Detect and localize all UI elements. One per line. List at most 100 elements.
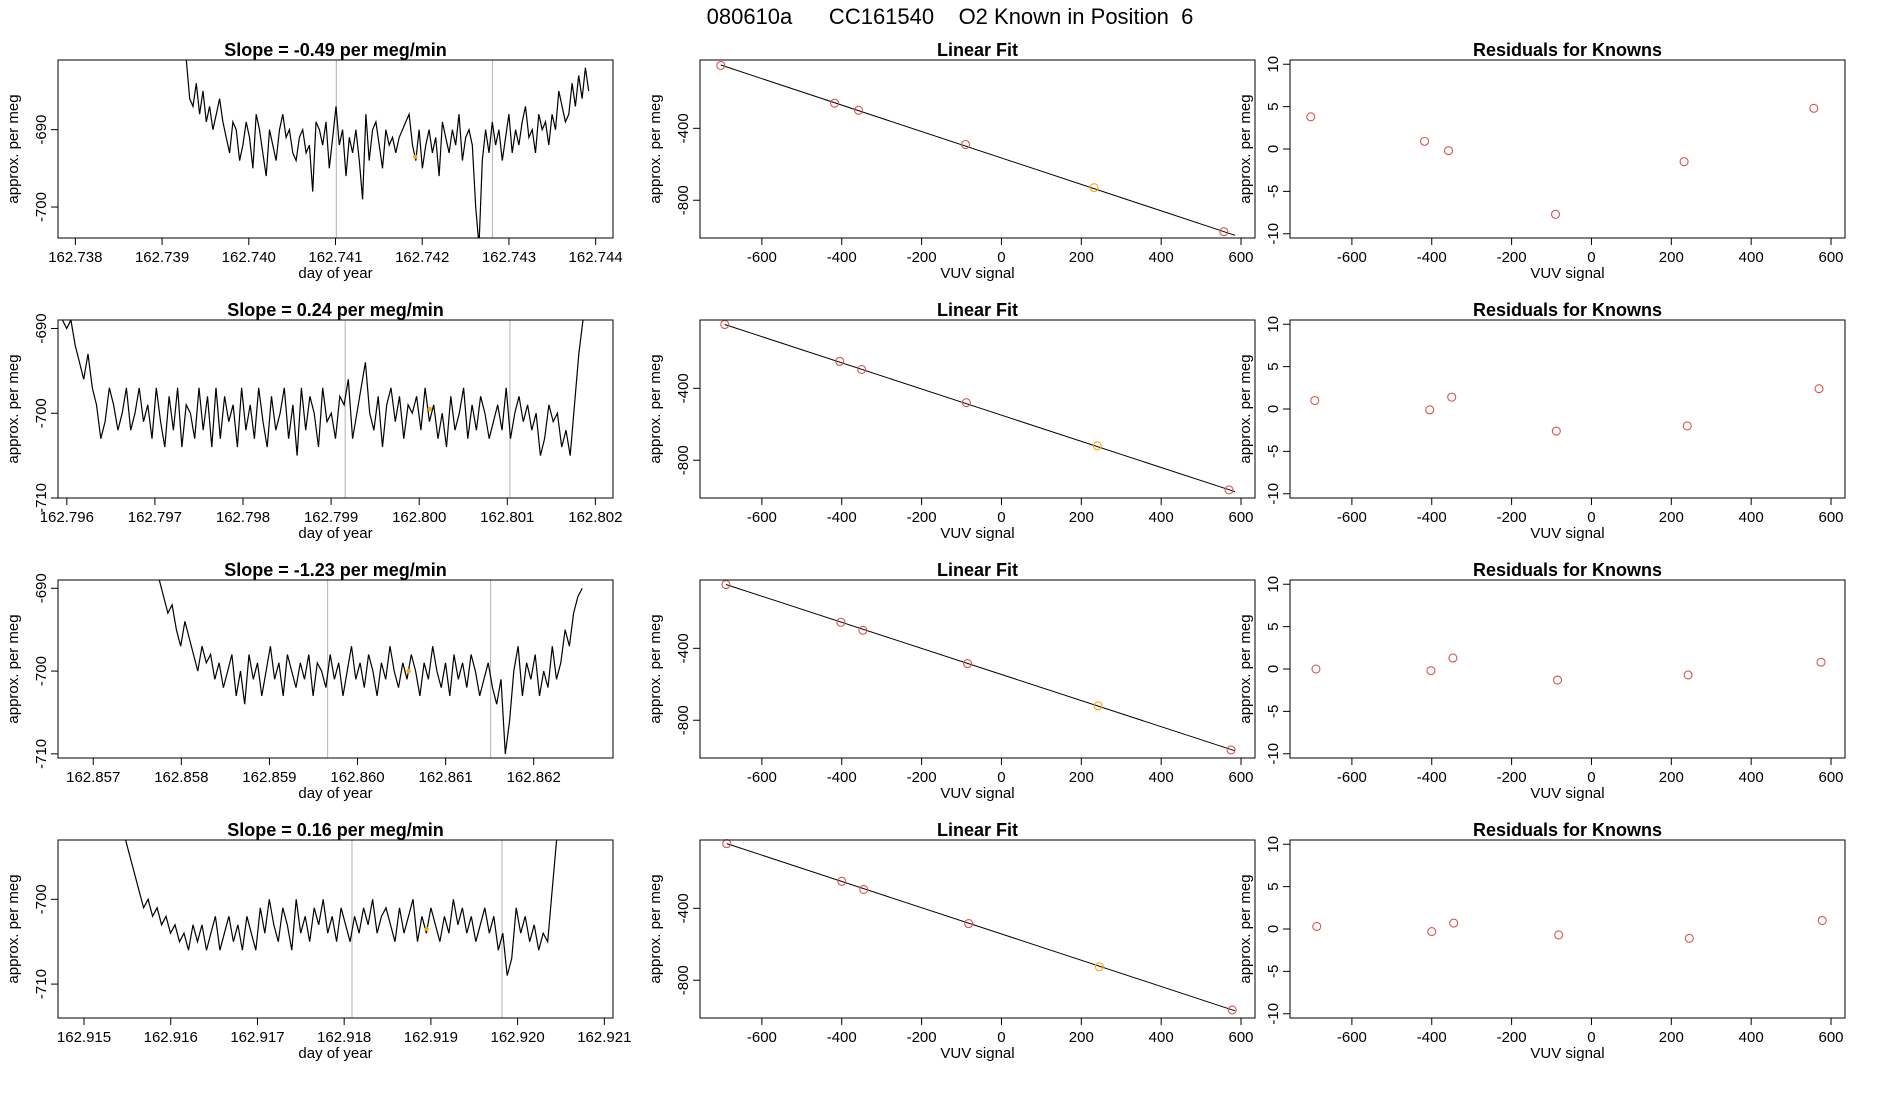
panel-r4-c3-frame xyxy=(1289,839,1846,1019)
panel-r3-c2-xtick-label-1: -600 xyxy=(747,769,777,786)
panel-r2-c3-xtick-label-6: 400 xyxy=(1739,509,1764,526)
panel-r1-c1-xtick-label-6: 162.743 xyxy=(482,249,536,266)
panel-r2-c1-title: Slope = 0.24 per meg/min xyxy=(227,300,444,320)
panel-r4-c2-fit-line xyxy=(726,843,1236,1012)
panel-r3-c1-frame xyxy=(57,579,614,759)
panel-r1-c1-title: Slope = -0.49 per meg/min xyxy=(224,40,447,60)
panel-r3-c3-point-5 xyxy=(1683,670,1693,680)
panel-r1-c2-xtick-label-1: -600 xyxy=(747,249,777,266)
panel-r2-c2-xtick-label-1: -600 xyxy=(747,509,777,526)
panel-r3-c2-point-6 xyxy=(1226,745,1236,755)
panel-r3-c1-xtick-label-5: 162.861 xyxy=(419,769,473,786)
panel-r3-c1-ylabel: approx. per meg xyxy=(5,614,22,723)
panel-r4-c2-point-3 xyxy=(859,884,869,894)
panel-r4-c3-point-1 xyxy=(1312,921,1322,932)
panel-r4-c1-xtick-label-7: 162.921 xyxy=(577,1029,631,1046)
panel-r3-c1-xtick-label-1: 162.857 xyxy=(66,769,120,786)
panel-r2-c2-xtick-label-4: 0 xyxy=(997,509,1005,526)
panel-r1-c2-point-4 xyxy=(960,139,971,150)
panel-r3-c2-ytick-label-1: -400 xyxy=(675,633,692,663)
panel-r1-c2-frame xyxy=(699,59,1256,239)
panel-r4-c2-point-4 xyxy=(964,919,974,929)
panel-r3-c2-xtick-label-6: 400 xyxy=(1149,769,1174,786)
panel-r2-c2-fit-line xyxy=(724,324,1236,493)
panel-r2-c2-xlabel: VUV signal xyxy=(940,525,1014,542)
panel-r2-c3-point-6 xyxy=(1814,384,1824,394)
panel-r4-c2-point-2 xyxy=(837,876,847,886)
panel-r1-c2-ytick-label-1: -400 xyxy=(675,113,692,143)
panel-r1-c3-point-1 xyxy=(1306,112,1316,122)
panel-r3-c2-xlabel: VUV signal xyxy=(940,785,1014,802)
panel-r2-c3-xtick-label-5: 200 xyxy=(1659,509,1684,526)
panel-r2-c3-title: Residuals for Knowns xyxy=(1473,300,1662,320)
panel-r3-c3-ytick-label-1: 10 xyxy=(1265,576,1282,593)
panel-r2-c1-xtick-label-4: 162.799 xyxy=(304,509,358,526)
panel-r2-c3-ylabel: approx. per meg xyxy=(1237,354,1254,463)
panel-r1-c2-point-5 xyxy=(1089,183,1099,193)
panel-r3-c2-point-3 xyxy=(858,625,868,635)
panel-r4-c2-ytick-label-1: -400 xyxy=(675,893,692,923)
panel-r1-c3-xtick-label-6: 400 xyxy=(1739,249,1764,266)
panel-r4-c1-xtick-label-5: 162.919 xyxy=(404,1029,458,1046)
panel-r3-c3-ytick-label-5: -10 xyxy=(1265,743,1282,765)
panel-r2-c2-ytick-label-1: -400 xyxy=(675,373,692,403)
panel-r4-c3-point-6 xyxy=(1817,915,1827,926)
panel-r3-c3-point-2 xyxy=(1426,666,1436,676)
panel-r1-c3-point-5 xyxy=(1679,157,1689,167)
panel-r4-c1-title: Slope = 0.16 per meg/min xyxy=(227,820,444,840)
panel-r1-c2-xtick-label-7: 600 xyxy=(1229,249,1254,266)
panel-r3-c1-highlight-point xyxy=(406,668,411,674)
panel-r3-c3-point-1 xyxy=(1311,664,1321,674)
panel-r1-c2-point-2 xyxy=(830,98,840,108)
panel-r3-c3-xlabel: VUV signal xyxy=(1530,785,1604,802)
panel-r1-c3-point-2 xyxy=(1420,136,1430,146)
panel-r4-c1-xtick-label-3: 162.917 xyxy=(230,1029,284,1046)
panel-r4-c3-ylabel: approx. per meg xyxy=(1237,874,1254,983)
panel-r2-c1-ytick-label-2: -700 xyxy=(33,398,50,428)
panel-r2-c1-ytick-label-1: -690 xyxy=(33,313,50,343)
panel-r1-c1-xtick-label-3: 162.740 xyxy=(222,249,276,266)
panel-r4-c3-xtick-label-3: -200 xyxy=(1497,1029,1527,1046)
panel-r1-c3-xtick-label-5: 200 xyxy=(1659,249,1684,266)
panel-r2-c3-xtick-label-1: -600 xyxy=(1337,509,1367,526)
panel-r4-c3-point-5 xyxy=(1684,933,1694,943)
panel-r4-c2-ylabel: approx. per meg xyxy=(647,874,664,983)
panel-r4-c3-xtick-label-4: 0 xyxy=(1587,1029,1595,1046)
panel-r3-c1-ytick-label-3: -710 xyxy=(33,739,50,769)
panel-r2-c3-xtick-label-4: 0 xyxy=(1587,509,1595,526)
panel-r2-c1-xtick-label-6: 162.801 xyxy=(480,509,534,526)
panel-r1-c3-ylabel: approx. per meg xyxy=(1237,94,1254,203)
panel-r1-c2-ytick-label-2: -800 xyxy=(675,185,692,215)
panel-r4-c2-frame xyxy=(699,839,1256,1019)
panel-r2-c2-xtick-label-3: -200 xyxy=(907,509,937,526)
panel-r4-c2-point-6 xyxy=(1227,1005,1237,1015)
panel-r3-c2-point-2 xyxy=(836,617,846,627)
panel-r4-c1-xtick-label-2: 162.916 xyxy=(144,1029,198,1046)
panel-r3-c3-ytick-label-4: -5 xyxy=(1265,705,1282,718)
panel-r3-c2-xtick-label-7: 600 xyxy=(1229,769,1254,786)
panel-r4-c1-xlabel: day of year xyxy=(298,1045,372,1062)
panel-r1-c1-series-line xyxy=(185,60,590,238)
panel-r2-c3-ytick-label-4: -5 xyxy=(1265,445,1282,458)
panel-r2-c1-ytick-label-3: -710 xyxy=(33,483,50,513)
panel-r4-c1-series-line xyxy=(125,840,558,976)
panel-r2-c3-xtick-label-3: -200 xyxy=(1497,509,1527,526)
panel-r1-c3-ytick-label-2: 5 xyxy=(1265,102,1282,110)
panel-r4-c2-xtick-label-6: 400 xyxy=(1149,1029,1174,1046)
panel-r3-c2-title: Linear Fit xyxy=(937,560,1018,580)
panel-r2-c2-xtick-label-2: -400 xyxy=(827,509,857,526)
panel-r1-c3-point-3 xyxy=(1443,146,1454,156)
panel-r4-c3-ytick-label-5: -10 xyxy=(1265,1003,1282,1025)
panel-r3-c3-ytick-label-2: 5 xyxy=(1265,622,1282,630)
panel-r4-c1-highlight-point xyxy=(424,926,429,932)
panel-r1-c1-ytick-label-2: -700 xyxy=(33,192,50,222)
panel-r4-c3-point-4 xyxy=(1554,930,1564,940)
panel-r1-c1-frame xyxy=(57,59,614,239)
panel-r1-c1-ytick-label-1: -690 xyxy=(33,115,50,145)
panel-r3-c3-xtick-label-6: 400 xyxy=(1739,769,1764,786)
panel-r4-c3-xtick-label-5: 200 xyxy=(1659,1029,1684,1046)
panel-r4-c2-xlabel: VUV signal xyxy=(940,1045,1014,1062)
panel-r1-c3-xtick-label-2: -400 xyxy=(1417,249,1447,266)
panel-r2-c2-title: Linear Fit xyxy=(937,300,1018,320)
